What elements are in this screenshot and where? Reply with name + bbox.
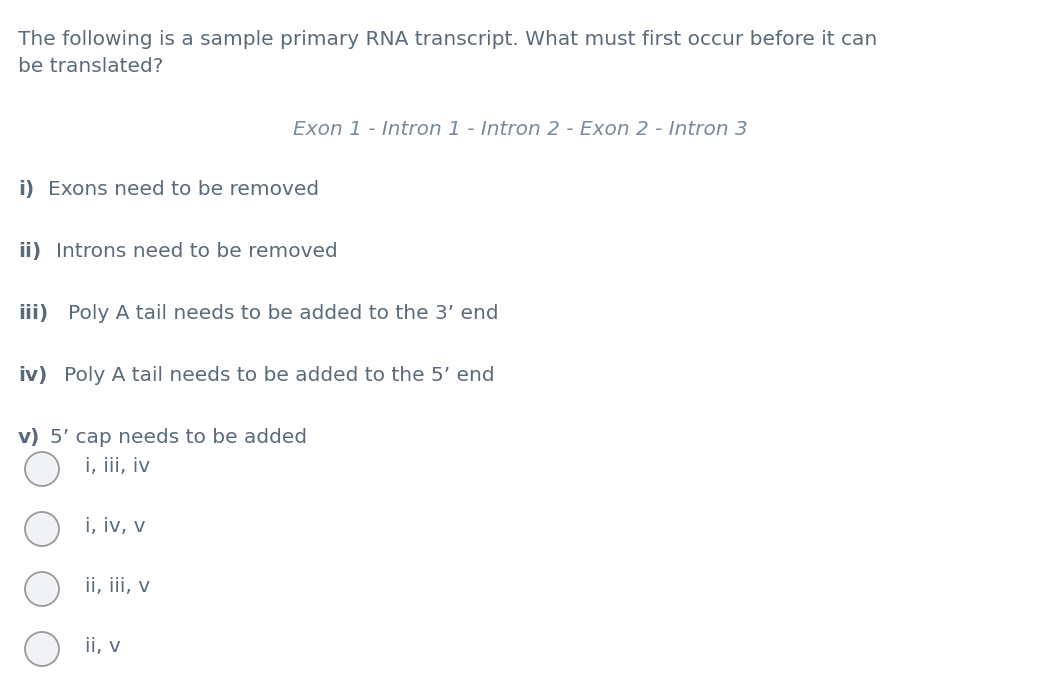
Text: v): v) bbox=[18, 428, 41, 447]
Circle shape bbox=[25, 452, 59, 486]
Text: 5’ cap needs to be added: 5’ cap needs to be added bbox=[50, 428, 307, 447]
Text: ii, iii, v: ii, iii, v bbox=[85, 577, 150, 596]
Text: The following is a sample primary RNA transcript. What must first occur before i: The following is a sample primary RNA tr… bbox=[18, 30, 878, 76]
Circle shape bbox=[25, 632, 59, 666]
Text: Introns need to be removed: Introns need to be removed bbox=[56, 242, 338, 261]
Text: i): i) bbox=[18, 180, 34, 199]
Circle shape bbox=[25, 572, 59, 606]
Text: iv): iv) bbox=[18, 366, 48, 385]
Text: Poly A tail needs to be added to the 5’ end: Poly A tail needs to be added to the 5’ … bbox=[64, 366, 495, 385]
Text: Exon 1 - Intron 1 - Intron 2 - Exon 2 - Intron 3: Exon 1 - Intron 1 - Intron 2 - Exon 2 - … bbox=[292, 120, 748, 139]
Text: i, iii, iv: i, iii, iv bbox=[85, 457, 150, 476]
Text: ii, v: ii, v bbox=[85, 637, 121, 656]
Text: ii): ii) bbox=[18, 242, 42, 261]
Text: iii): iii) bbox=[18, 304, 48, 323]
Text: i, iv, v: i, iv, v bbox=[85, 517, 146, 536]
Circle shape bbox=[25, 512, 59, 546]
Text: Poly A tail needs to be added to the 3’ end: Poly A tail needs to be added to the 3’ … bbox=[68, 304, 498, 323]
Text: Exons need to be removed: Exons need to be removed bbox=[48, 180, 319, 199]
